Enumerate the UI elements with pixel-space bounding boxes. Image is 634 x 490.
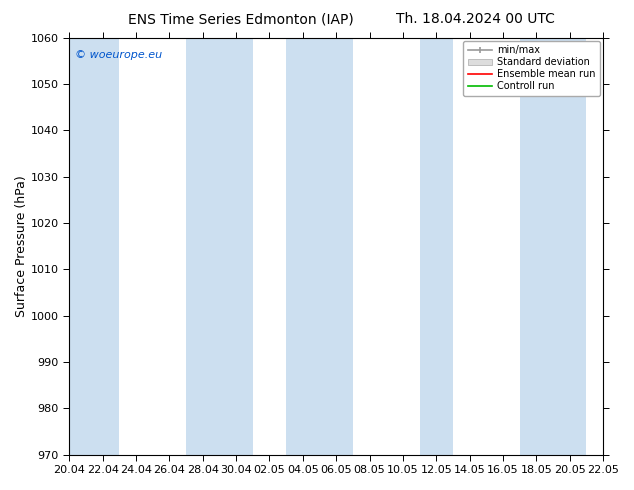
- Bar: [420, 38, 453, 455]
- Text: ENS Time Series Edmonton (IAP): ENS Time Series Edmonton (IAP): [128, 12, 354, 26]
- Legend: min/max, Standard deviation, Ensemble mean run, Controll run: min/max, Standard deviation, Ensemble me…: [463, 41, 600, 96]
- Bar: [520, 38, 586, 455]
- Text: © woeurope.eu: © woeurope.eu: [75, 50, 162, 60]
- Bar: [186, 38, 253, 455]
- Y-axis label: Surface Pressure (hPa): Surface Pressure (hPa): [15, 175, 28, 317]
- Bar: [69, 38, 119, 455]
- Bar: [286, 38, 353, 455]
- Text: Th. 18.04.2024 00 UTC: Th. 18.04.2024 00 UTC: [396, 12, 555, 26]
